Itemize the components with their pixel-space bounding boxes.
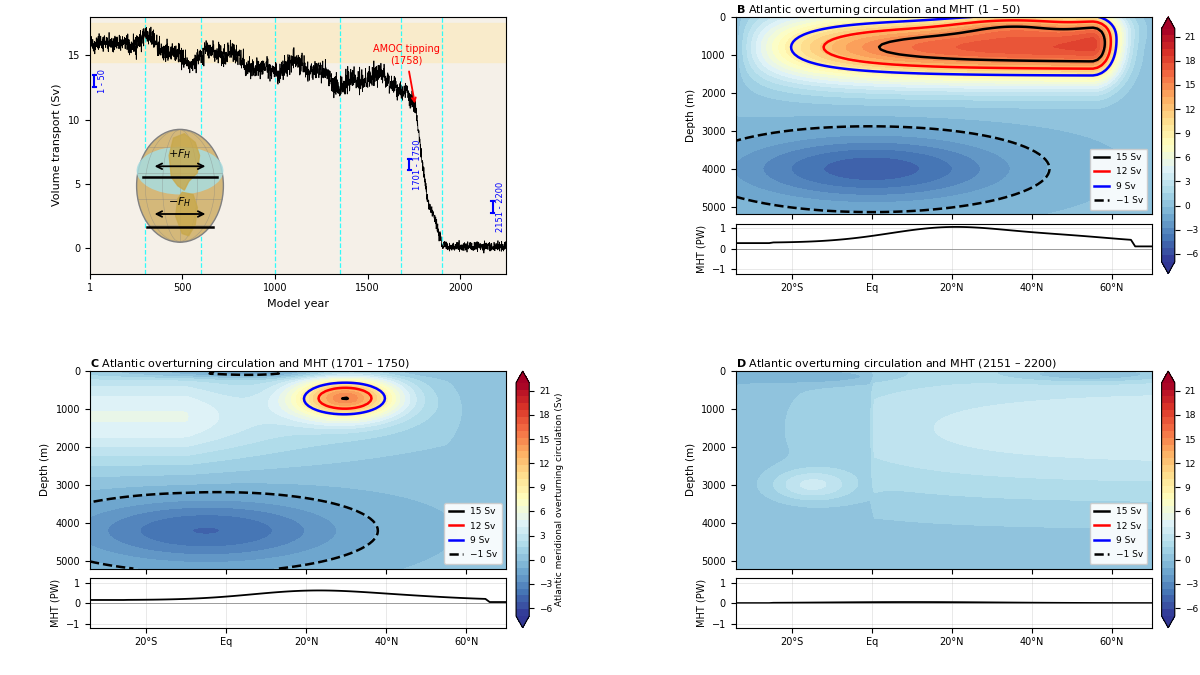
Y-axis label: Atlantic meridional overturning circulation (Sv): Atlantic meridional overturning circulat…	[556, 393, 564, 606]
Text: $\bf{C}$ Atlantic overturning circulation and MHT (1701 – 1750): $\bf{C}$ Atlantic overturning circulatio…	[90, 357, 410, 371]
PathPatch shape	[1162, 262, 1175, 273]
Text: 2151 - 2200: 2151 - 2200	[496, 182, 505, 232]
Ellipse shape	[137, 130, 223, 242]
PathPatch shape	[1162, 371, 1175, 383]
Polygon shape	[175, 192, 197, 236]
Y-axis label: Depth (m): Depth (m)	[685, 89, 696, 142]
Y-axis label: MHT (PW): MHT (PW)	[696, 579, 706, 627]
Text: 1701 - 1750: 1701 - 1750	[413, 139, 421, 190]
X-axis label: Model year: Model year	[268, 299, 329, 309]
Text: AMOC tipping
(1758): AMOC tipping (1758)	[373, 45, 439, 101]
Text: $+F_H$: $+F_H$	[168, 148, 192, 161]
Ellipse shape	[137, 146, 223, 194]
Text: $\bf{D}$ Atlantic overturning circulation and MHT (2151 – 2200): $\bf{D}$ Atlantic overturning circulatio…	[736, 357, 1056, 371]
Text: $-F_H$: $-F_H$	[168, 195, 192, 209]
Legend: 15 Sv, 12 Sv, 9 Sv, −1 Sv: 15 Sv, 12 Sv, 9 Sv, −1 Sv	[1090, 148, 1147, 210]
Legend: 15 Sv, 12 Sv, 9 Sv, −1 Sv: 15 Sv, 12 Sv, 9 Sv, −1 Sv	[444, 503, 502, 564]
Text: 1 - 50: 1 - 50	[97, 69, 107, 93]
Y-axis label: MHT (PW): MHT (PW)	[696, 225, 706, 273]
Bar	[90, 24, 506, 62]
Y-axis label: Volume transport (Sv): Volume transport (Sv)	[53, 84, 62, 207]
PathPatch shape	[516, 616, 529, 628]
PathPatch shape	[1162, 17, 1175, 28]
Y-axis label: MHT (PW): MHT (PW)	[50, 579, 60, 627]
Text: $\bf{B}$ Atlantic overturning circulation and MHT (1 – 50): $\bf{B}$ Atlantic overturning circulatio…	[736, 3, 1020, 17]
Y-axis label: Depth (m): Depth (m)	[40, 443, 50, 496]
Polygon shape	[169, 134, 199, 190]
PathPatch shape	[516, 371, 529, 383]
PathPatch shape	[1162, 616, 1175, 628]
Legend: 15 Sv, 12 Sv, 9 Sv, −1 Sv: 15 Sv, 12 Sv, 9 Sv, −1 Sv	[1090, 503, 1147, 564]
Y-axis label: Depth (m): Depth (m)	[685, 443, 696, 496]
